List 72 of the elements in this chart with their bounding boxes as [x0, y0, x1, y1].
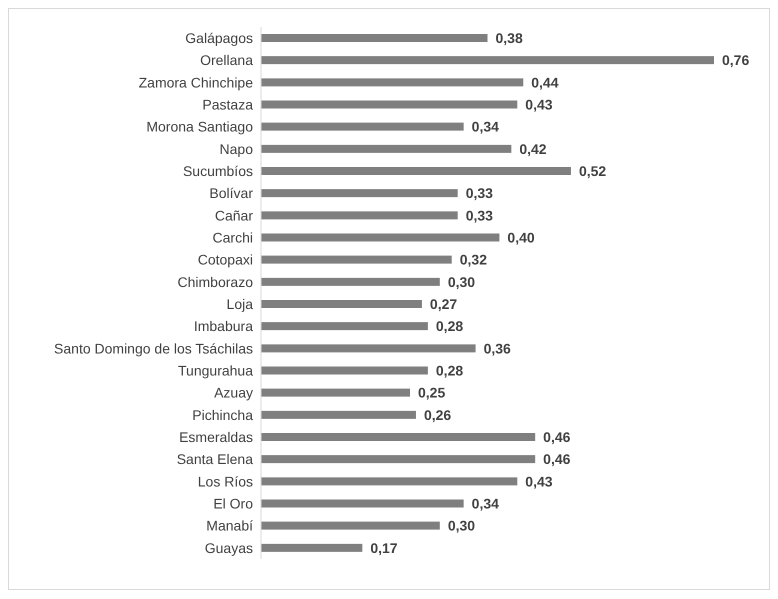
bar [261, 410, 416, 419]
bar [261, 344, 476, 352]
bar [261, 211, 458, 220]
y-tick-label: Napo [220, 140, 254, 157]
y-tick-label: Zamora Chinchipe [138, 74, 254, 90]
y-tick-label: Carchi [212, 230, 253, 246]
data-label: 0,33 [466, 185, 494, 202]
data-label: 0,30 [448, 274, 476, 290]
data-label: 0,34 [472, 495, 500, 512]
bar [261, 167, 571, 175]
bar [261, 544, 362, 552]
data-label: 0,40 [507, 229, 535, 246]
data-label: 0,28 [436, 318, 464, 334]
y-tick-label: Galápagos [185, 30, 253, 46]
y-tick-label: Santo Domingo de los Tsáchilas [54, 340, 253, 356]
y-tick-label: Cañar [214, 207, 254, 224]
y-tick-label: Cotopaxi [198, 252, 253, 268]
data-label: 0,27 [430, 296, 458, 312]
y-tick-label: Sucumbíos [182, 163, 253, 180]
data-label: 0,38 [496, 30, 523, 46]
data-label: 0,32 [460, 252, 488, 268]
bar [261, 455, 536, 464]
data-label: 0,25 [418, 384, 446, 401]
bar [261, 300, 422, 308]
bar [261, 278, 440, 286]
y-tick-label: Pastaza [202, 96, 254, 113]
bar [261, 78, 524, 86]
bar [261, 122, 464, 131]
y-tick-label: Bolívar [209, 185, 254, 202]
y-tick-label: Chimborazo [178, 274, 254, 290]
y-tick-label: Guayas [204, 540, 253, 556]
data-label: 0,17 [370, 540, 398, 556]
bar [261, 522, 440, 530]
bar [261, 144, 512, 153]
data-label: 0,36 [484, 340, 512, 356]
data-label: 0,26 [424, 406, 452, 423]
y-tick-label: Los Ríos [198, 473, 253, 490]
data-label: 0,44 [531, 74, 559, 90]
data-label: 0,30 [448, 518, 476, 534]
y-tick-label: Tungurahua [178, 362, 254, 379]
data-label: 0,52 [578, 162, 606, 179]
bar [261, 56, 714, 64]
y-tick-label: Manabí [206, 518, 254, 534]
bar [261, 477, 518, 486]
data-label: 0,28 [436, 362, 464, 378]
bar [261, 388, 410, 397]
data-label: 0,46 [543, 451, 571, 468]
y-tick-label: Imbabura [194, 318, 254, 334]
y-tick-label: Santa Elena [176, 451, 254, 468]
y-tick-label: Azuay [214, 384, 253, 401]
data-label: 0,34 [472, 118, 500, 135]
bar [261, 100, 518, 108]
bar [261, 34, 488, 42]
data-label: 0,42 [519, 140, 547, 157]
bar [261, 189, 458, 198]
data-label: 0,46 [543, 428, 571, 445]
y-tick-label: Pichincha [192, 406, 254, 423]
bar [261, 322, 428, 330]
y-tick-label: Morona Santiago [146, 118, 254, 135]
y-tick-label: Orellana [200, 52, 254, 68]
bar [261, 366, 428, 374]
bar [261, 256, 452, 264]
y-tick-label: Loja [226, 296, 254, 312]
data-label: 0,43 [525, 473, 553, 490]
bar [261, 234, 500, 242]
data-label: 0,76 [722, 52, 750, 68]
data-label: 0,43 [525, 96, 553, 112]
y-tick-label: El Oro [213, 496, 254, 512]
bar [261, 433, 536, 441]
y-tick-label: Esmeraldas [179, 429, 253, 446]
bar [261, 500, 464, 508]
data-label: 0,33 [466, 207, 494, 224]
